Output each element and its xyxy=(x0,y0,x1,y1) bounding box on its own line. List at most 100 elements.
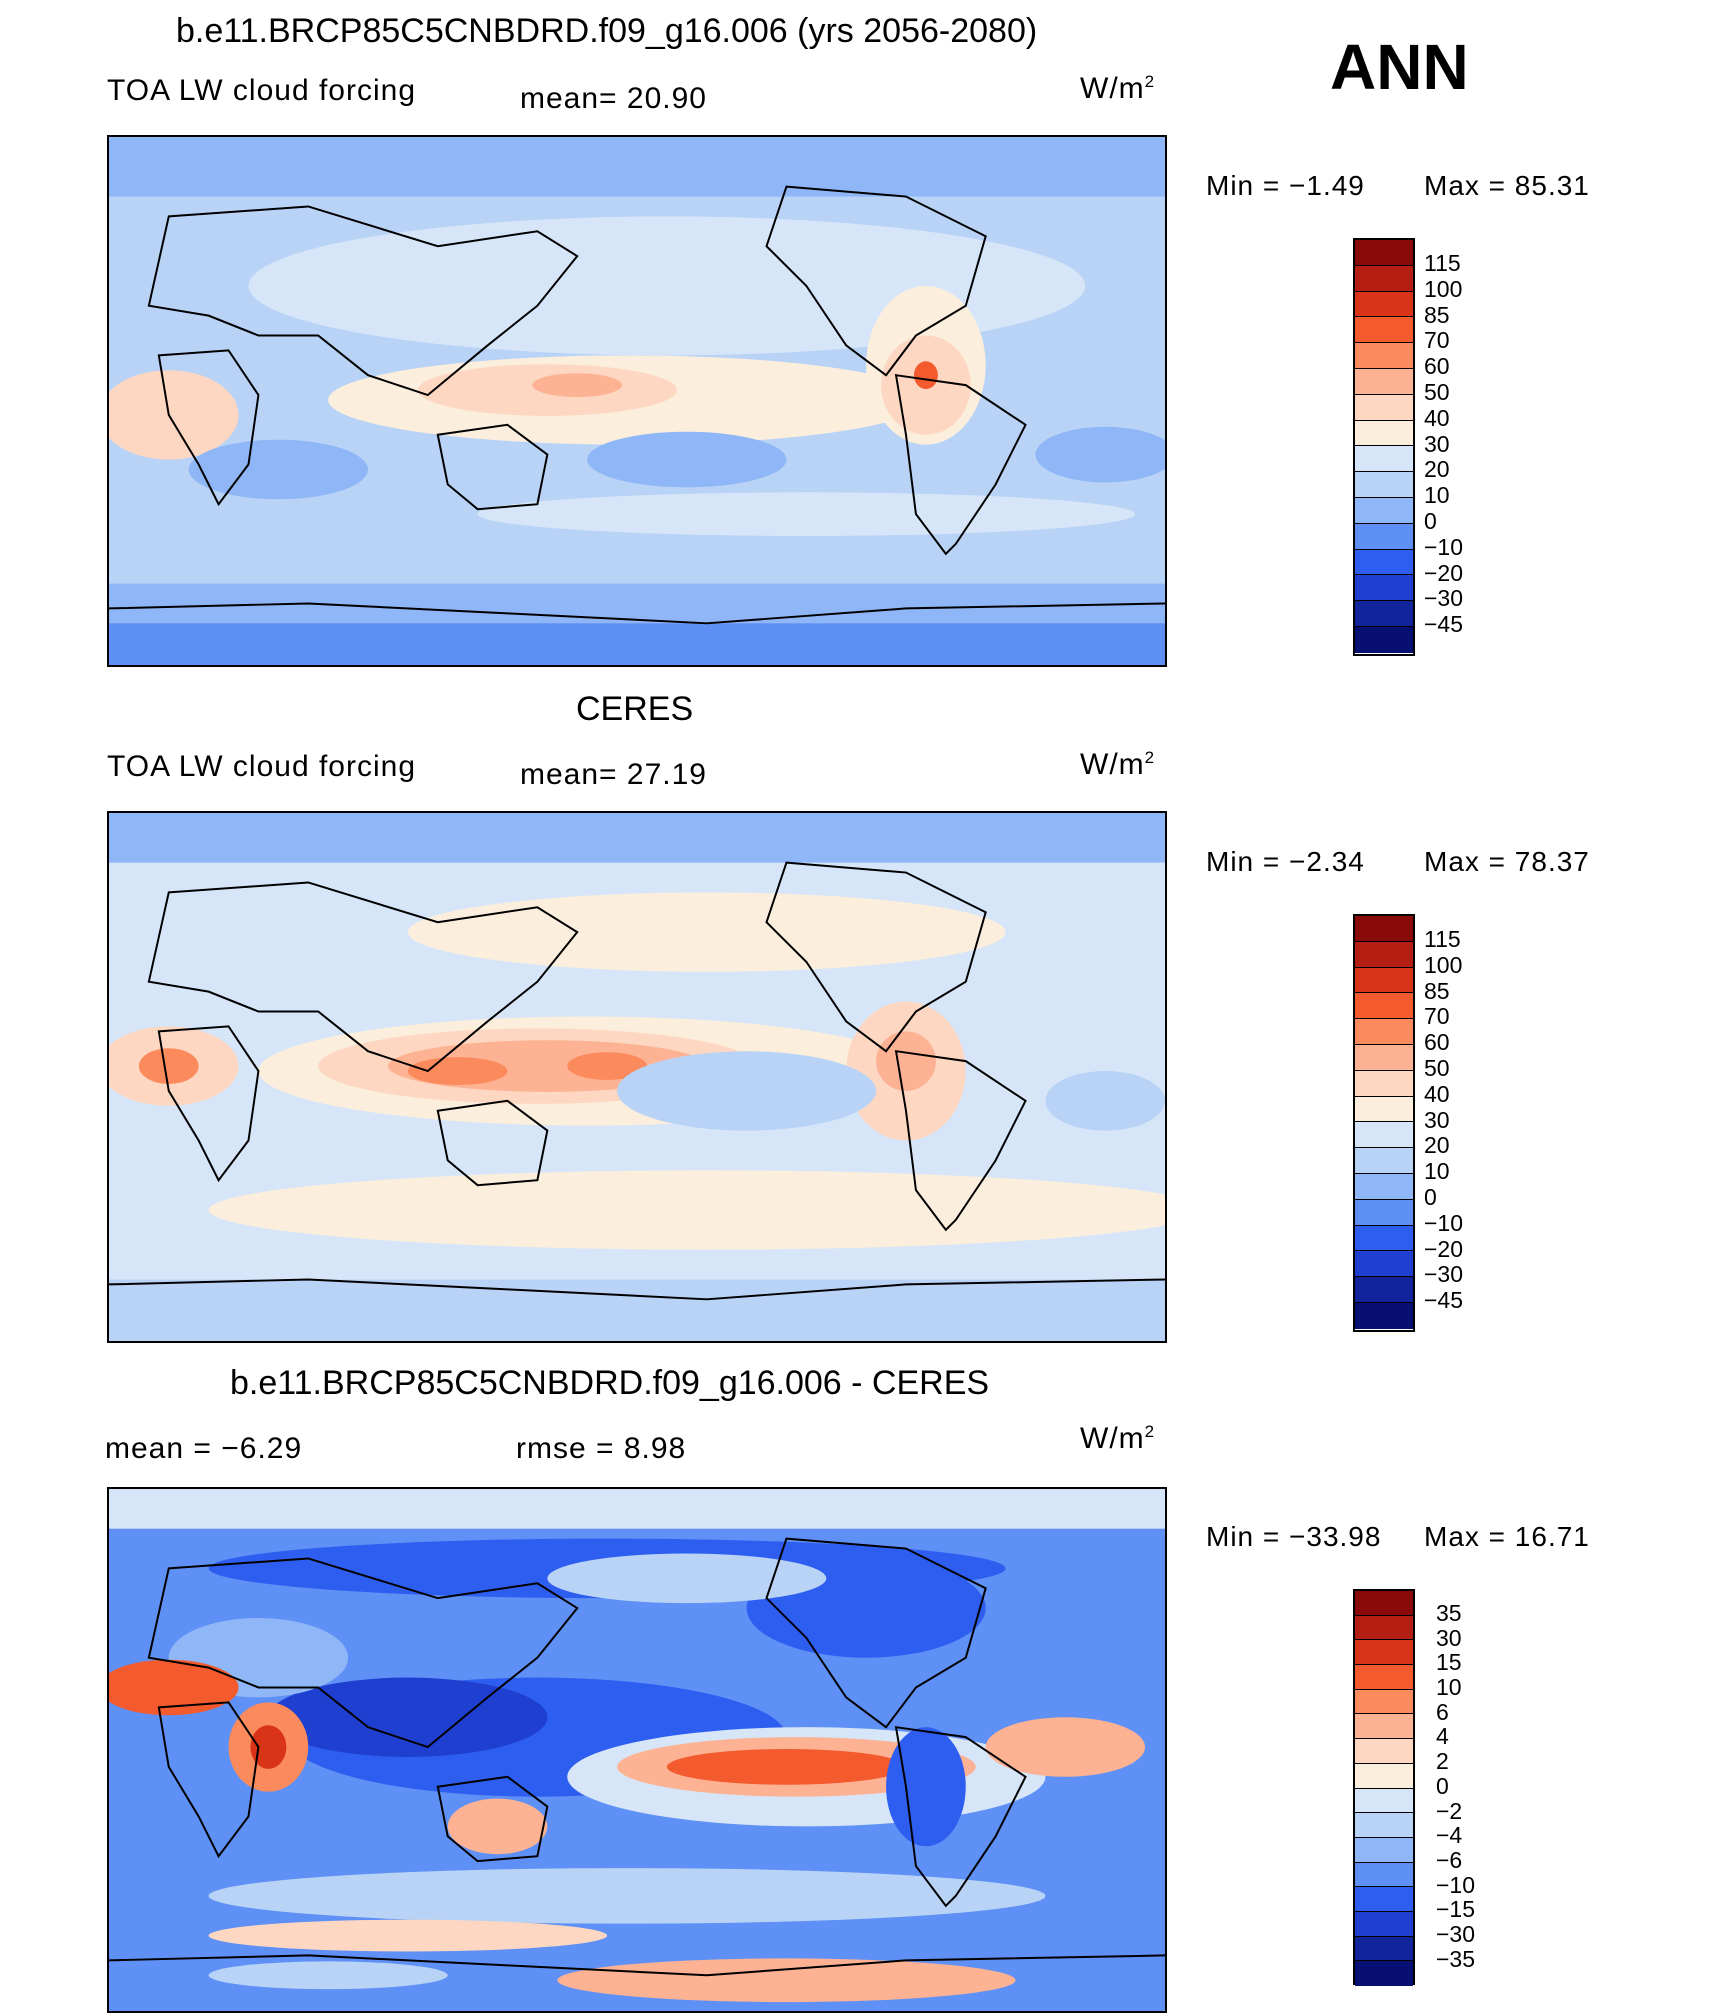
colorbar-swatch xyxy=(1355,601,1413,627)
panel-diff-title: b.e11.BRCP85C5CNBDRD.f09_g16.006 - CERES xyxy=(230,1364,990,1402)
colorbar-swatch xyxy=(1355,240,1413,266)
colorbar-label: −45 xyxy=(1424,611,1464,638)
panel-model-colorbar xyxy=(1353,238,1415,656)
colorbar-swatch xyxy=(1355,1122,1413,1149)
colorbar-swatch xyxy=(1355,1173,1413,1200)
colorbar-swatch xyxy=(1355,1044,1413,1071)
panel-obs-units: W/m2 xyxy=(1080,748,1156,781)
colorbar-label: 2 xyxy=(1436,1748,1449,1775)
colorbar-label: −15 xyxy=(1436,1896,1476,1923)
panel-obs-min: Min = −2.34 xyxy=(1206,846,1365,877)
colorbar-label: 115 xyxy=(1424,926,1461,952)
colorbar-swatch xyxy=(1355,1837,1413,1863)
colorbar-label: 10 xyxy=(1424,482,1450,509)
colorbar-swatch xyxy=(1355,1591,1413,1616)
colorbar-label: 60 xyxy=(1424,353,1450,380)
colorbar-swatch xyxy=(1355,1961,1413,1986)
colorbar-swatch xyxy=(1355,967,1413,994)
panel-diff-mean-label: mean = −6.29 xyxy=(105,1432,303,1465)
colorbar-swatch xyxy=(1355,941,1413,968)
colorbar-swatch xyxy=(1355,1862,1413,1888)
panel-diff-colorbar-labels: 35 30 15 10 6 4 2 0 −2 −4 −6 −10 −15 −30… xyxy=(1436,1601,1475,1971)
colorbar-swatch xyxy=(1355,1225,1413,1252)
colorbar-label: −4 xyxy=(1436,1822,1463,1849)
colorbar-swatch xyxy=(1355,1277,1413,1303)
colorbar-swatch xyxy=(1355,472,1413,498)
colorbar-label: 40 xyxy=(1424,1080,1450,1107)
panel-diff-rmse-label: rmse = 8.98 xyxy=(516,1432,687,1465)
panel-obs-max: Max = 78.37 xyxy=(1424,846,1590,877)
panel-diff-max: Max = 16.71 xyxy=(1424,1521,1590,1552)
colorbar-label: 20 xyxy=(1424,456,1450,483)
panel-obs-variable-label: TOA LW cloud forcing xyxy=(107,750,417,783)
colorbar-swatch xyxy=(1355,291,1413,318)
panel-model-map xyxy=(107,135,1167,667)
colorbar-label: 10 xyxy=(1436,1674,1462,1701)
colorbar-label: 70 xyxy=(1424,1003,1450,1030)
colorbar-label: 0 xyxy=(1436,1772,1449,1799)
colorbar-swatch xyxy=(1355,1640,1413,1666)
season-label: ANN xyxy=(1330,31,1469,103)
colorbar-swatch xyxy=(1355,1714,1413,1740)
panel-model-max: Max = 85.31 xyxy=(1424,170,1590,201)
colorbar-label: 115 xyxy=(1424,250,1461,276)
colorbar-swatch xyxy=(1355,916,1413,942)
panel-obs-title: CERES xyxy=(576,690,694,728)
colorbar-swatch xyxy=(1355,549,1413,576)
panel-model-map-field xyxy=(109,137,1165,665)
colorbar-swatch xyxy=(1355,343,1413,369)
panel-obs-map-field xyxy=(109,813,1165,1341)
colorbar-swatch xyxy=(1355,265,1413,292)
panel-model-min: Min = −1.49 xyxy=(1206,170,1365,201)
colorbar-swatch xyxy=(1355,368,1413,395)
colorbar-label: −30 xyxy=(1424,1261,1464,1288)
colorbar-swatch xyxy=(1355,1199,1413,1226)
colorbar-label: −30 xyxy=(1424,585,1464,612)
colorbar-swatch xyxy=(1355,1665,1413,1690)
colorbar-swatch xyxy=(1355,1096,1413,1123)
colorbar-label: 100 xyxy=(1424,275,1463,302)
colorbar-label: 30 xyxy=(1436,1624,1462,1651)
colorbar-swatch xyxy=(1355,1887,1413,1912)
colorbar-swatch xyxy=(1355,626,1413,653)
colorbar-swatch xyxy=(1355,1019,1413,1045)
colorbar-swatch xyxy=(1355,1763,1413,1789)
colorbar-label: −6 xyxy=(1436,1846,1463,1873)
panel-diff-min: Min = −33.98 xyxy=(1206,1521,1382,1552)
colorbar-label: 0 xyxy=(1424,507,1437,534)
colorbar-label: −20 xyxy=(1424,1235,1464,1262)
colorbar-label: 10 xyxy=(1424,1158,1450,1185)
colorbar-swatch xyxy=(1355,993,1413,1020)
colorbar-label: 40 xyxy=(1424,404,1450,431)
colorbar-swatch xyxy=(1355,497,1413,524)
panel-model-colorbar-labels: 115 100 85 70 60 50 40 30 20 10 0 −10 −2… xyxy=(1424,250,1464,638)
colorbar-swatch xyxy=(1355,1813,1413,1838)
colorbar-label: −30 xyxy=(1436,1920,1476,1947)
panel-model-variable-label: TOA LW cloud forcing xyxy=(107,74,417,107)
colorbar-label: −35 xyxy=(1436,1945,1476,1972)
colorbar-label: −20 xyxy=(1424,559,1464,586)
colorbar-label: 20 xyxy=(1424,1132,1450,1159)
colorbar-label: 15 xyxy=(1436,1649,1462,1676)
colorbar-swatch xyxy=(1355,1936,1413,1962)
colorbar-label: 60 xyxy=(1424,1029,1450,1056)
colorbar-swatch xyxy=(1355,1788,1413,1814)
colorbar-swatch xyxy=(1355,1739,1413,1764)
colorbar-label: 4 xyxy=(1436,1723,1449,1750)
colorbar-swatch xyxy=(1355,1689,1413,1715)
colorbar-swatch xyxy=(1355,1148,1413,1174)
colorbar-label: 35 xyxy=(1436,1600,1462,1626)
colorbar-label: 85 xyxy=(1424,301,1450,328)
colorbar-label: −10 xyxy=(1436,1871,1476,1898)
colorbar-swatch xyxy=(1355,1911,1413,1937)
colorbar-swatch xyxy=(1355,523,1413,550)
colorbar-swatch xyxy=(1355,1070,1413,1097)
panel-diff-colorbar xyxy=(1353,1589,1415,1986)
colorbar-swatch xyxy=(1355,317,1413,344)
colorbar-label: 6 xyxy=(1436,1698,1449,1725)
colorbar-swatch xyxy=(1355,575,1413,602)
panel-model-mean-label: mean= 20.90 xyxy=(520,82,707,115)
colorbar-label: −45 xyxy=(1424,1287,1464,1314)
colorbar-label: 70 xyxy=(1424,327,1450,354)
colorbar-label: 50 xyxy=(1424,1054,1450,1081)
